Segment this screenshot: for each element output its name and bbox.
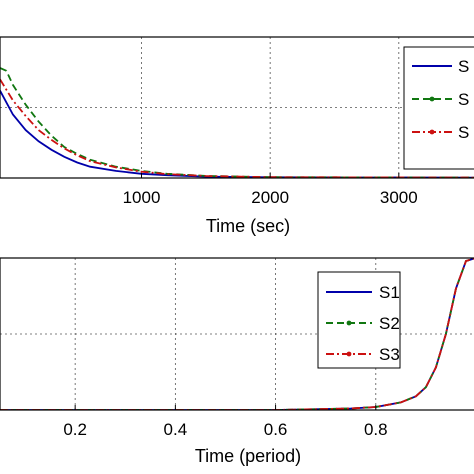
legend-marker-3 — [346, 351, 352, 357]
axes-frame — [0, 257, 474, 411]
series-line-3 — [0, 78, 474, 178]
legend-marker-2 — [346, 320, 352, 326]
x-axis-label: Time (sec) — [206, 216, 290, 236]
legend: SSS — [403, 46, 474, 170]
legend-entry-3: S3 — [379, 345, 400, 364]
legend-entry-3: S — [458, 123, 469, 142]
legend-marker-2 — [429, 96, 435, 102]
legend: S1 S2 S3 — [317, 271, 401, 369]
legend-marker-3 — [429, 129, 435, 135]
x-axis-label: Time (period) — [195, 446, 301, 466]
legend-entry-2: S — [458, 90, 469, 109]
x-tick-label: 1000 — [123, 188, 161, 207]
x-tick-label: 2000 — [251, 188, 289, 207]
x-tick-label: 0.8 — [364, 420, 388, 439]
legend-box — [403, 46, 474, 170]
x-tick-label: 0.4 — [164, 420, 188, 439]
legend-entry-1: S1 — [379, 283, 400, 302]
x-tick-label: 3000 — [380, 188, 418, 207]
legend-box — [317, 271, 401, 369]
legend-entry-2: S2 — [379, 314, 400, 333]
x-tick-label: 0.2 — [63, 420, 87, 439]
legend-entry-1: S — [458, 57, 469, 76]
series-line-3 — [0, 258, 474, 410]
bottom-chart: 0.2 0.4 0.6 0.8 Time (period) S1 S2 S3 — [0, 257, 474, 466]
axes-frame — [0, 36, 474, 179]
x-tick-label: 0.6 — [264, 420, 288, 439]
